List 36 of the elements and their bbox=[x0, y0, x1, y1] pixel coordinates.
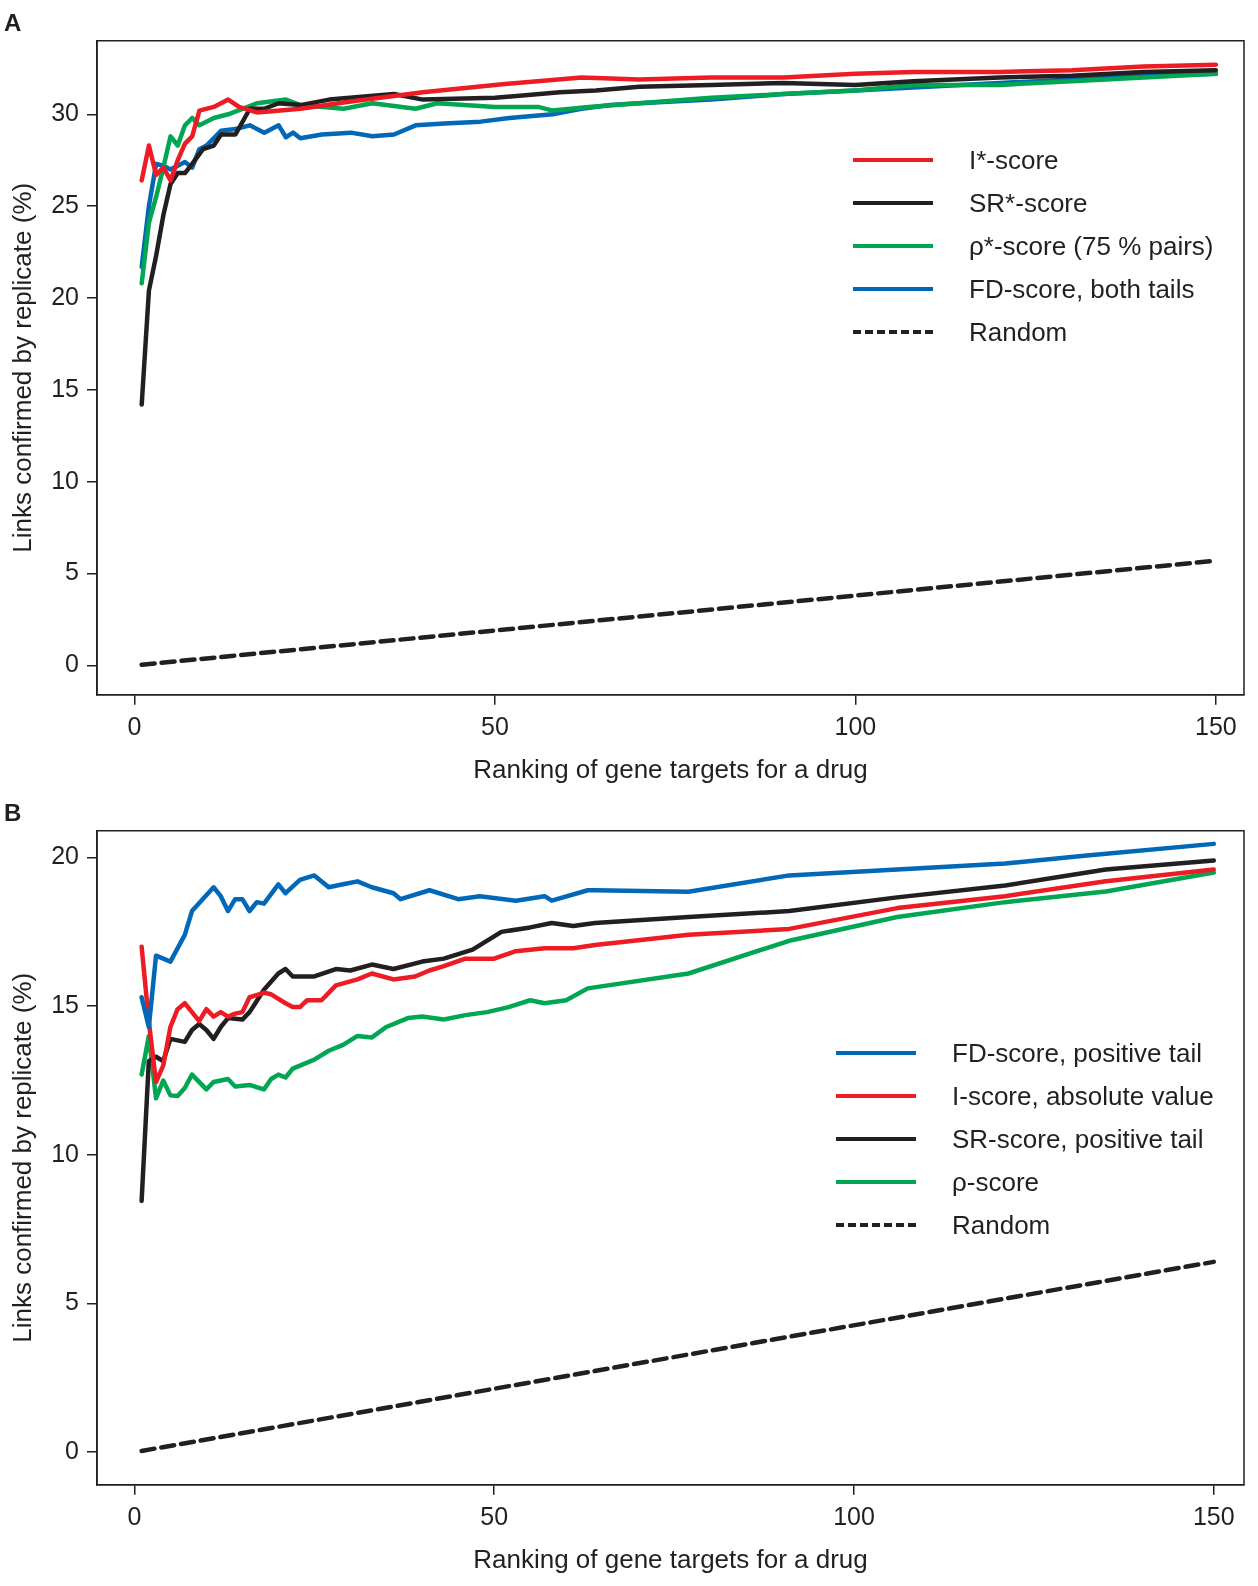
x-tick-label: 50 bbox=[481, 711, 509, 740]
legend-label: I-score, absolute value bbox=[952, 1079, 1214, 1113]
y-tick-label: 30 bbox=[51, 98, 80, 127]
x-tick-label: 150 bbox=[1192, 1501, 1235, 1530]
y-tick-label: 5 bbox=[65, 1287, 80, 1316]
chart-title: A bbox=[4, 9, 22, 37]
y-tick-label: 5 bbox=[65, 557, 80, 586]
legend-label: Random bbox=[969, 315, 1068, 349]
y-tick-label: 15 bbox=[51, 373, 80, 402]
y-tick-label: 20 bbox=[51, 281, 80, 310]
x-tick-label: 150 bbox=[1195, 711, 1237, 740]
y-tick-label: 10 bbox=[51, 465, 80, 494]
x-tick-label: 50 bbox=[480, 1501, 509, 1530]
legend-label: ρ-score bbox=[952, 1165, 1040, 1199]
y-tick-label: 0 bbox=[65, 649, 80, 678]
y-axis-title: Links confirmed by replicate (%) bbox=[6, 182, 37, 553]
y-tick-label: 0 bbox=[65, 1435, 80, 1464]
x-axis-title: Ranking of gene targets for a drug bbox=[473, 753, 868, 784]
y-tick-label: 15 bbox=[51, 990, 80, 1019]
legend-label: FD-score, both tails bbox=[969, 272, 1195, 306]
x-tick-label: 100 bbox=[834, 711, 877, 740]
legend-label: SR-score, positive tail bbox=[952, 1122, 1204, 1156]
y-tick-label: 10 bbox=[51, 1138, 80, 1167]
y-axis-title: Links confirmed by replicate (%) bbox=[6, 972, 37, 1343]
x-tick-label: 100 bbox=[833, 1501, 875, 1530]
legend-label: ρ*-score (75 % pairs) bbox=[969, 229, 1214, 263]
chart-title: B bbox=[4, 799, 22, 827]
y-tick-label: 20 bbox=[51, 841, 80, 870]
legend-label: FD-score, positive tail bbox=[952, 1036, 1202, 1070]
legend-label: I*-score bbox=[969, 143, 1059, 177]
legend-label: SR*-score bbox=[969, 186, 1088, 220]
y-tick-label: 25 bbox=[51, 190, 80, 219]
x-tick-label: 0 bbox=[127, 1501, 142, 1530]
x-axis-title: Ranking of gene targets for a drug bbox=[473, 1543, 868, 1574]
legend-label: Random bbox=[952, 1208, 1051, 1242]
x-tick-label: 0 bbox=[127, 711, 142, 740]
